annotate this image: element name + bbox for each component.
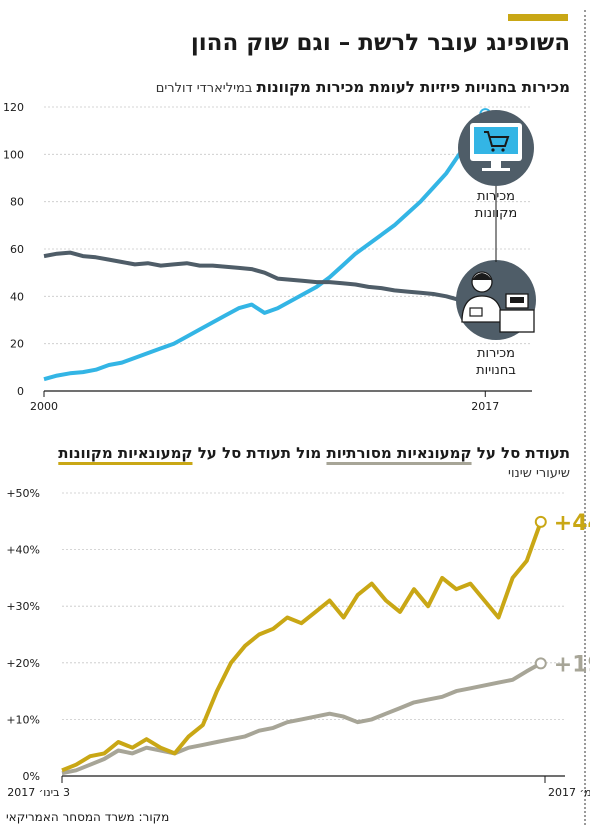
y-tick-label: +50% [6,487,40,500]
chart2-subtitle-online: קמעונאיות מקוונות [58,444,193,462]
y-tick-label: 80 [10,196,24,209]
chart2: 0% +10% +20% +30% +40% +50% 3 בינו׳ 2017 12 בדצ… [6,487,590,799]
chart1-subtitle: מכירות בחנויות פיזיות לעומת מכירות מקוונ… [156,78,570,96]
y-tick-label: 100 [3,148,24,161]
computer-cart-icon [458,110,534,186]
chart2-unit: שיעורי שינוי [508,466,570,481]
x-tick-label: 2000 [30,400,58,413]
y-tick-label: +10% [6,713,40,726]
x-tick-label: 12 בדצמ׳ 2017 [548,786,590,799]
y-tick-label: 0 [17,385,24,398]
chart2-subtitle: תעודת סל על קמעונאיות מסורתיות מול תעודת… [58,444,570,462]
y-tick-label: 20 [10,338,24,351]
series-label-line1: מכירות [477,346,515,361]
series-line-online [43,113,488,382]
y-tick-label: +40% [6,544,40,557]
series-end-label: +44.9% [554,511,590,536]
y-tick-label: 40 [10,290,24,303]
page-title: השופינג עובר לרשת – וגם שוק ההון [190,30,570,56]
series-line-stores [43,250,486,304]
chart2-subtitle-traditional: קמעונאיות מסורתיות [326,444,472,462]
chart2-subtitle-mid: מול תעודת סל על [192,444,327,462]
chart1: 0 20 40 60 80 100 120 2000 2017 [3,101,536,413]
series-line-traditional [61,661,542,776]
y-tick-label: +20% [6,657,40,670]
series-endpoint [534,515,547,528]
x-tick-label: 3 בינו׳ 2017 [7,786,70,799]
y-tick-label: 120 [3,101,24,114]
y-tick-label: 0% [23,770,40,783]
chart1-subtitle-unit: במיליארדי דולרים [155,81,257,96]
cashier-icon [456,260,536,340]
x-tick-label: 2017 [471,400,499,413]
chart1-subtitle-main: מכירות בחנויות פיזיות לעומת מכירות מקוונ… [256,78,570,96]
accent-bar [508,14,568,21]
series-label-line2: בחנויות [476,363,516,378]
y-tick-label: 60 [10,243,24,256]
series-end-label: +19.9% [554,652,590,677]
y-tick-label: +30% [6,600,40,613]
chart2-subtitle-prefix: תעודת סל על [471,444,570,462]
series-line-online [61,521,543,773]
series-endpoint [534,657,547,670]
source-note: מקור: משרד המסחר האמריקאי [6,810,170,824]
dotted-divider [584,10,586,825]
